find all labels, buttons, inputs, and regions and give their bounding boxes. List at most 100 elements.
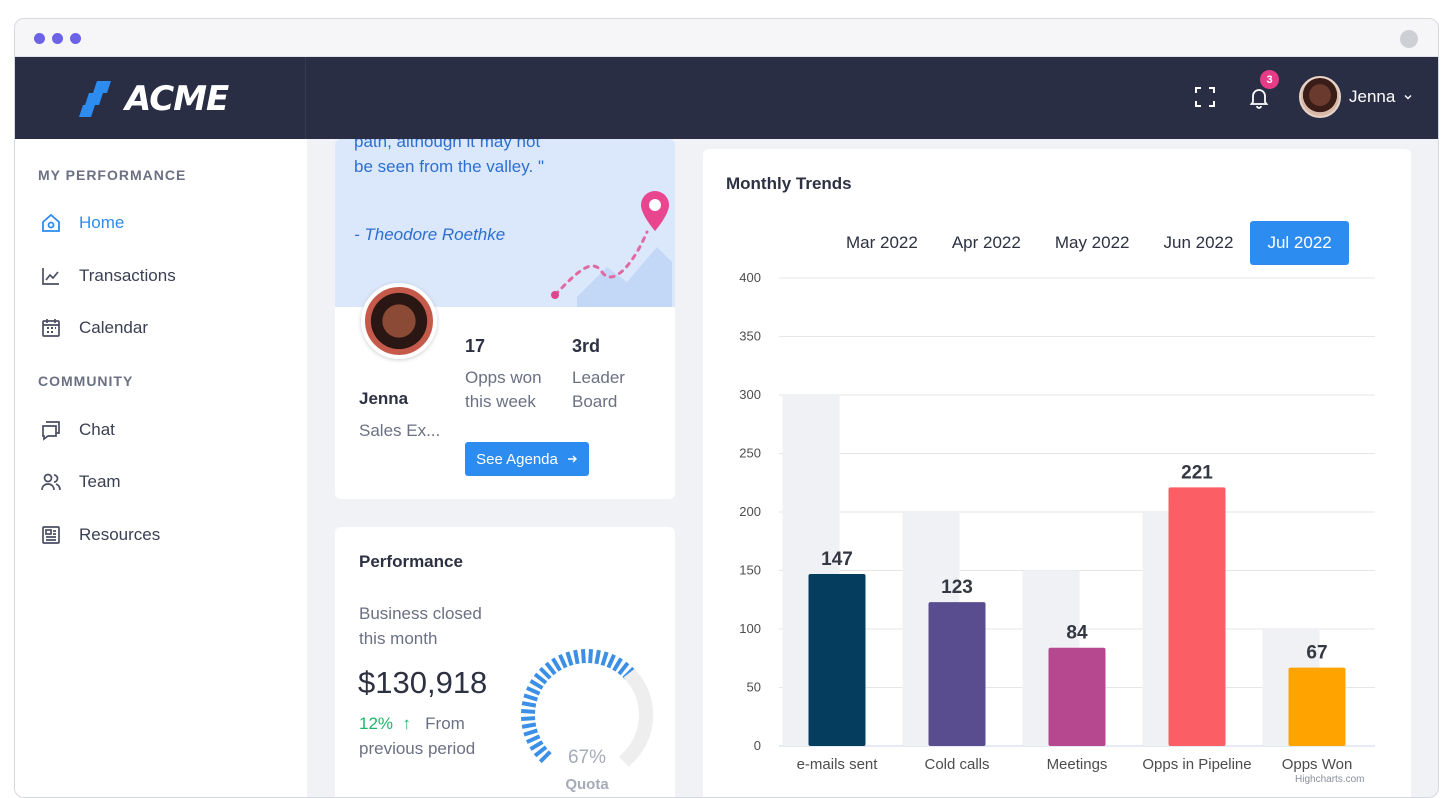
stat-leaderboard-value: 3rd [572, 336, 601, 356]
data-bar [1048, 647, 1106, 746]
see-agenda-button[interactable]: See Agenda [465, 442, 589, 476]
tab-apr-2022[interactable]: Apr 2022 [951, 233, 1021, 252]
window-dot[interactable] [52, 33, 63, 44]
sidebar-heading-community: COMMUNITY [38, 373, 134, 389]
sidebar-item-home[interactable]: Home [38, 208, 124, 238]
sidebar-item-label: Transactions [79, 266, 176, 285]
x-tick-label: Opps Won [1282, 756, 1353, 773]
tab-may-2022[interactable]: May 2022 [1054, 233, 1130, 252]
notification-badge: 3 [1260, 70, 1279, 89]
y-tick-label: 0 [754, 738, 761, 753]
gauge-tick [544, 661, 557, 676]
profile-name: Jenna [359, 389, 409, 408]
window-button[interactable] [1400, 30, 1418, 48]
y-tick-label: 300 [739, 387, 761, 402]
gauge-tick [520, 709, 536, 714]
sidebar-item-label: Resources [79, 525, 161, 544]
data-label: 221 [1181, 462, 1213, 483]
quote-text: path, although it may not be seen from t… [354, 139, 544, 176]
tab-jul-2022[interactable]: Jul 2022 [1250, 221, 1349, 265]
sidebar-item-chat[interactable]: Chat [38, 415, 115, 445]
logo-mark-icon [79, 81, 117, 117]
tab-jun-2022[interactable]: Jun 2022 [1163, 233, 1234, 252]
tab-mar-2022[interactable]: Mar 2022 [846, 233, 918, 252]
team-icon [38, 469, 64, 495]
top-navbar: ACME 3 Jenna [15, 57, 1438, 139]
quota-gauge: 67% Quota [520, 648, 654, 793]
x-tick-label: Meetings [1047, 756, 1108, 773]
gauge-tick [581, 648, 586, 664]
user-menu[interactable]: Jenna [1299, 76, 1413, 118]
logo-text: ACME [125, 79, 229, 119]
window-titlebar [15, 19, 1438, 57]
sidebar-item-team[interactable]: Team [38, 467, 121, 497]
gauge-tick [618, 746, 639, 767]
gauge-tick [551, 657, 562, 672]
sidebar-item-transactions[interactable]: Transactions [38, 261, 176, 291]
performance-amount: $130,918 [358, 665, 488, 700]
gauge-tick [588, 648, 593, 664]
gauge-tick [521, 722, 537, 729]
data-label: 147 [821, 549, 853, 570]
browser-window: ACME 3 Jenna MY PERFORMANCE Home [14, 18, 1439, 798]
y-tick-label: 250 [739, 446, 761, 461]
gauge-tick [533, 745, 548, 758]
gauge-tick [612, 657, 623, 672]
monthly-trends-card: Monthly Trends Mar 2022 Apr 2022 May 202… [703, 149, 1411, 797]
gauge-tick [525, 686, 541, 696]
fullscreen-icon[interactable] [1191, 83, 1219, 111]
y-tick-label: 400 [739, 270, 761, 285]
performance-change: 12% ↑ From previous period [359, 711, 519, 761]
month-tabs: Mar 2022 Apr 2022 May 2022 Jun 2022 Jul … [829, 221, 1349, 265]
gauge-tick [529, 679, 544, 690]
arrow-right-icon [567, 455, 577, 463]
see-agenda-label: See Agenda [476, 450, 558, 468]
bell-icon[interactable] [1245, 83, 1273, 111]
growth-illustration-icon [551, 191, 672, 307]
gauge-tick [594, 649, 601, 665]
data-label: 123 [941, 577, 973, 598]
change-percent: 12% [359, 714, 394, 733]
sidebar: MY PERFORMANCE Home Transactions Calenda… [15, 139, 307, 797]
data-label: 67 [1306, 643, 1327, 664]
gauge-value: 67% [568, 747, 606, 768]
user-name: Jenna [1349, 87, 1396, 106]
data-bar [1288, 667, 1346, 746]
window-dot[interactable] [34, 33, 45, 44]
calendar-icon [38, 315, 64, 341]
bar-chart: 0 50 100 150 200 250 300 350 400 147 e-mails sent 1… [739, 270, 1375, 773]
sidebar-item-resources[interactable]: Resources [38, 520, 160, 550]
gauge-tick [538, 750, 552, 764]
sidebar-item-label: Calendar [79, 318, 148, 337]
sidebar-heading-my-performance: MY PERFORMANCE [38, 167, 187, 183]
quote-author: - Theodore Roethke [354, 225, 506, 244]
resources-icon [38, 522, 64, 548]
gauge-tick [523, 728, 538, 737]
avatar [1299, 76, 1341, 118]
x-tick-label: e-mails sent [797, 756, 879, 773]
window-dot[interactable] [70, 33, 81, 44]
gauge-tick [529, 740, 544, 751]
performance-title: Performance [359, 552, 463, 571]
sidebar-item-calendar[interactable]: Calendar [38, 313, 148, 343]
gauge-tick [533, 672, 548, 685]
chart-credits[interactable]: Highcharts.com [1295, 774, 1365, 785]
arrow-up-icon: ↑ [397, 714, 421, 733]
stat-leaderboard-label: Leader Board [572, 368, 625, 411]
y-tick-label: 350 [739, 329, 761, 344]
sidebar-item-label: Team [79, 472, 121, 491]
chevron-down-icon [1404, 95, 1412, 100]
stat-opps-won-value: 17 [465, 336, 486, 356]
data-label: 84 [1066, 623, 1088, 644]
profile-card: path, although it may not be seen from t… [335, 139, 675, 499]
monthly-trends-title: Monthly Trends [726, 174, 852, 193]
x-tick-label: Cold calls [924, 756, 989, 773]
sidebar-item-label: Chat [79, 420, 115, 439]
topbar-divider [305, 57, 306, 139]
y-tick-label: 200 [739, 504, 761, 519]
data-bar [808, 574, 866, 746]
logo[interactable]: ACME [79, 79, 229, 119]
performance-subtitle: Business closed this month [359, 604, 482, 648]
stat-opps-won-label: Opps won this week [465, 368, 542, 411]
quote-banner: path, although it may not be seen from t… [335, 139, 675, 307]
